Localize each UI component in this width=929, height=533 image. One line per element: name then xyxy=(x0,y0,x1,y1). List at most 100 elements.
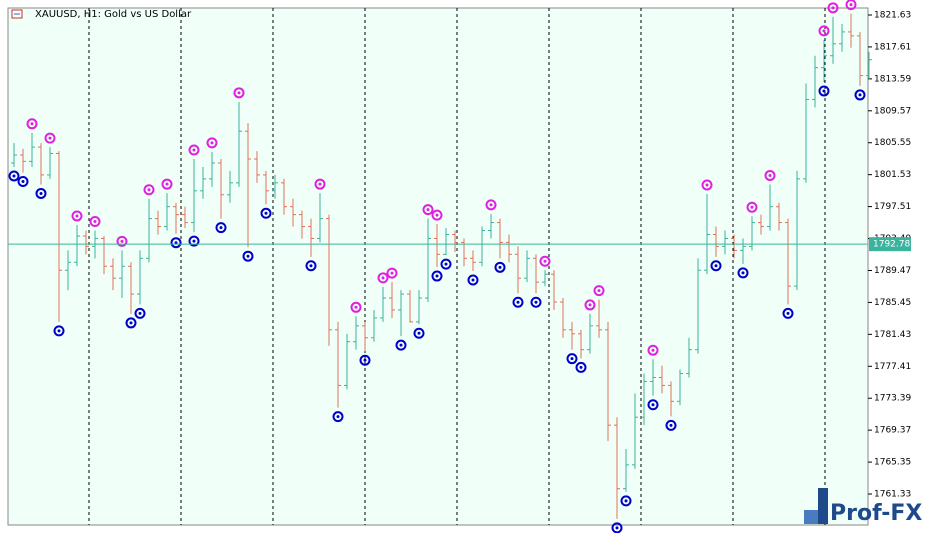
logo-block xyxy=(804,510,818,524)
fractal-up-dot xyxy=(210,141,214,145)
fractal-up xyxy=(593,285,605,297)
fractal-down-dot xyxy=(579,365,583,369)
fractal-down-dot xyxy=(498,265,502,269)
y-tick-label: 1817.61 xyxy=(874,42,911,52)
fractal-up-dot xyxy=(768,173,772,177)
fractal-up xyxy=(143,184,155,196)
fractal-up-dot xyxy=(705,183,709,187)
y-tick-label: 1761.33 xyxy=(874,490,911,500)
fractal-up xyxy=(647,344,659,356)
fractal-down-dot xyxy=(129,321,133,325)
fractal-up-dot xyxy=(120,239,124,243)
fractal-up-dot xyxy=(822,29,826,33)
fractal-down xyxy=(332,411,344,423)
fractal-down-dot xyxy=(399,343,403,347)
fractal-up xyxy=(584,299,596,311)
fractal-up-dot xyxy=(147,188,151,192)
fractal-down xyxy=(242,250,254,262)
fractal-down xyxy=(53,325,65,337)
y-tick-label: 1801.53 xyxy=(874,170,911,180)
fractal-down xyxy=(170,237,182,249)
fractal-up xyxy=(71,210,83,222)
fractal-up-dot xyxy=(75,214,79,218)
fractal-up xyxy=(44,132,56,144)
y-tick-label: 1809.57 xyxy=(874,106,911,116)
fractal-down xyxy=(17,176,29,188)
fractal-down-dot xyxy=(444,262,448,266)
y-tick-label: 1813.59 xyxy=(874,74,911,84)
fractal-up xyxy=(485,199,497,211)
fractal-up-dot xyxy=(489,203,493,207)
fractal-down xyxy=(575,361,587,373)
fractal-down-dot xyxy=(822,89,826,93)
fractal-down xyxy=(566,353,578,365)
fractal-down-dot xyxy=(264,211,268,215)
fractal-up xyxy=(89,216,101,228)
fractal-up xyxy=(350,301,362,313)
fractal-up-dot xyxy=(750,205,754,209)
fractal-up-dot xyxy=(354,305,358,309)
fractal-down-dot xyxy=(534,300,538,304)
fractal-down xyxy=(188,235,200,247)
fractal-up xyxy=(701,179,713,191)
fractal-up xyxy=(845,0,857,11)
fractal-down xyxy=(440,258,452,270)
fractal-down xyxy=(305,260,317,272)
y-tick-label: 1785.45 xyxy=(874,298,911,308)
fractal-down-dot xyxy=(624,499,628,503)
fractal-down-dot xyxy=(858,93,862,97)
fractal-down xyxy=(530,296,542,308)
fractal-down-dot xyxy=(615,526,619,530)
fractal-down-dot xyxy=(516,300,520,304)
fractal-up xyxy=(539,255,551,267)
y-tick-label: 1805.55 xyxy=(874,138,911,148)
fractal-up xyxy=(422,204,434,216)
fractal-down-dot xyxy=(714,264,718,268)
fractals-down xyxy=(8,85,866,533)
fractal-down-dot xyxy=(570,357,574,361)
fractal-down-dot xyxy=(741,271,745,275)
fractal-up-dot xyxy=(318,182,322,186)
fractal-down xyxy=(494,261,506,273)
symbol-icon xyxy=(11,9,23,19)
fractal-up-dot xyxy=(48,136,52,140)
plot-area xyxy=(7,7,869,526)
fractal-down xyxy=(260,207,272,219)
fractal-up-dot xyxy=(237,91,241,95)
y-tick-label: 1789.47 xyxy=(874,266,911,276)
fractal-down xyxy=(35,187,47,199)
chart-title: XAUUSD, H1: Gold vs US Dollar xyxy=(35,9,192,20)
fractal-down xyxy=(8,170,20,182)
fractal-up xyxy=(764,169,776,181)
period-separators xyxy=(88,8,826,525)
fractal-down-dot xyxy=(39,191,43,195)
fractal-down-dot xyxy=(669,423,673,427)
fractal-down xyxy=(215,222,227,234)
fractal-down xyxy=(854,89,866,101)
fractal-down-dot xyxy=(246,254,250,258)
fractal-down xyxy=(413,327,425,339)
fractal-up xyxy=(188,144,200,156)
fractal-down-dot xyxy=(174,241,178,245)
fractal-up-dot xyxy=(165,182,169,186)
fractal-down xyxy=(431,270,443,282)
fractal-down xyxy=(710,260,722,272)
fractal-down xyxy=(395,339,407,351)
fractal-down xyxy=(782,307,794,319)
fractal-up xyxy=(827,2,839,14)
fractal-down-dot xyxy=(417,331,421,335)
fractal-down-dot xyxy=(57,329,61,333)
fractal-up xyxy=(386,267,398,279)
fractal-up-dot xyxy=(30,122,34,126)
fractals-up xyxy=(26,0,857,356)
fractal-down-dot xyxy=(309,264,313,268)
price-label-box xyxy=(869,237,911,252)
fractal-down-dot xyxy=(138,311,142,315)
fractal-down xyxy=(125,317,137,329)
fractal-down xyxy=(647,399,659,411)
fractal-up xyxy=(377,272,389,284)
fractal-up xyxy=(206,137,218,149)
y-tick-label: 1777.41 xyxy=(874,362,911,372)
fractal-down xyxy=(737,267,749,279)
